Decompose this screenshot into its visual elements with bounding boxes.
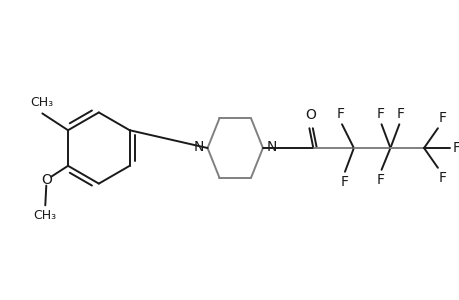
Text: CH₃: CH₃ [30,97,53,110]
Text: F: F [376,107,384,121]
Text: F: F [438,171,446,185]
Text: N: N [266,140,277,154]
Text: CH₃: CH₃ [34,209,57,222]
Text: O: O [41,173,51,187]
Text: O: O [304,108,315,122]
Text: F: F [438,111,446,125]
Text: F: F [340,175,348,189]
Text: F: F [336,107,344,121]
Text: F: F [376,173,384,187]
Text: F: F [452,141,459,155]
Text: N: N [193,140,203,154]
Text: F: F [396,107,403,121]
